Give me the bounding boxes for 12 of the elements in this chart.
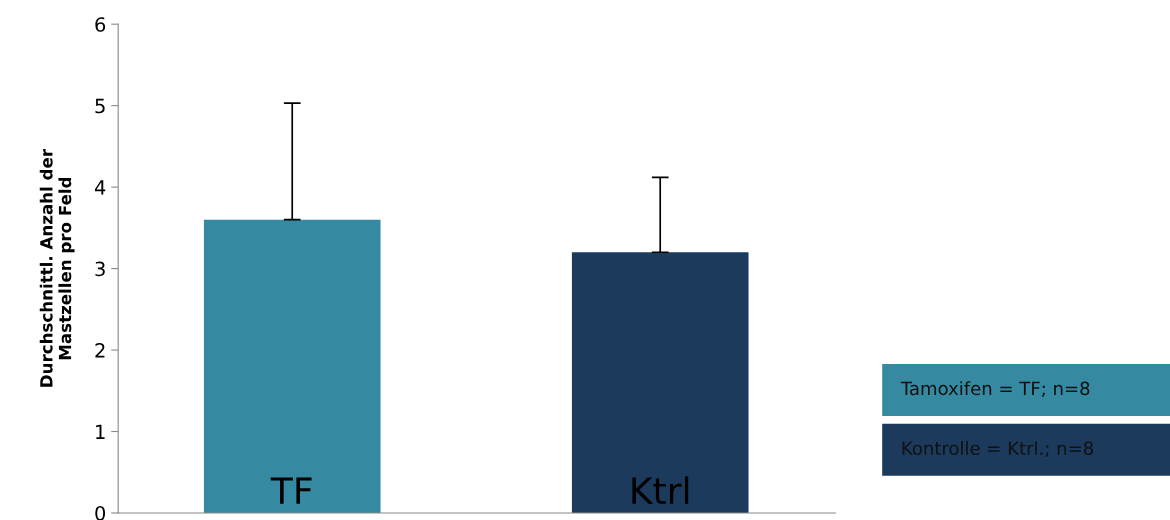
y-tick-label: 2 [95, 343, 105, 358]
y-tick-label: 6 [95, 17, 106, 32]
y-tick-label: 4 [94, 180, 106, 195]
y-tick-label: 1 [96, 424, 105, 439]
y-axis-title: Durchschnittl. Anzahl der Mastzellen pro Feld [39, 149, 75, 387]
x-tick-label: Ktrl [632, 476, 689, 504]
text: Tamoxifen = TF; n=8 [900, 381, 1090, 398]
y-tick-label: 0 [95, 505, 106, 520]
y-tick-label: 5 [95, 98, 105, 114]
x-tick-label: TF [270, 477, 312, 504]
text: Kontrolle = Ktrl.; n=8 [902, 441, 1093, 457]
y-tick-label: 3 [95, 261, 105, 277]
